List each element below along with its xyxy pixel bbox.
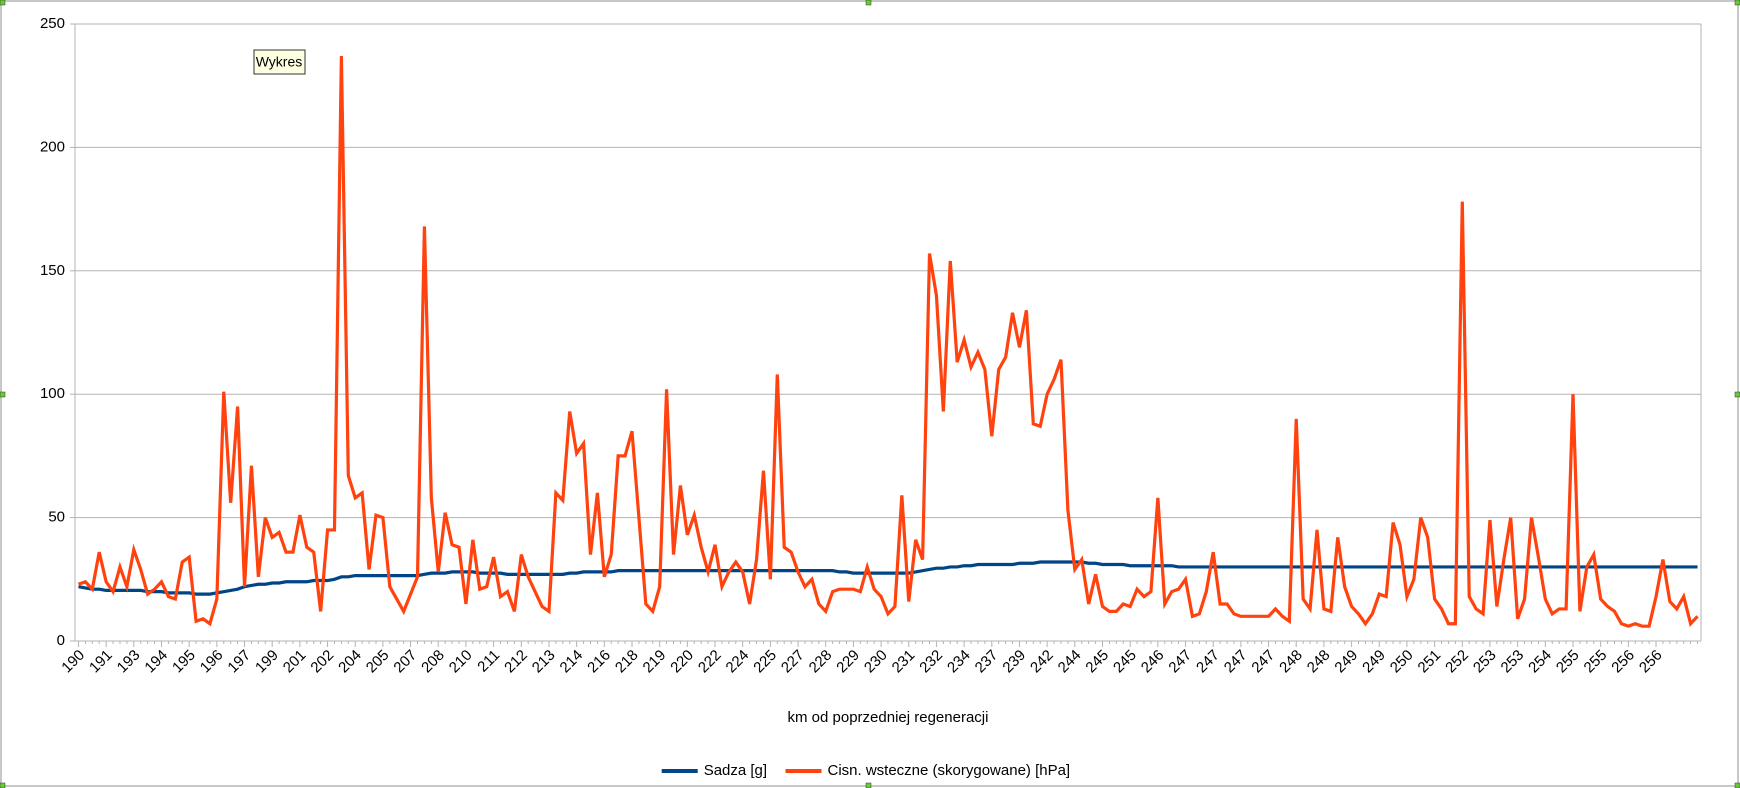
y-tick-label: 200 (40, 138, 65, 155)
tooltip-box (253, 49, 306, 75)
y-tick-label: 250 (40, 15, 65, 32)
x-axis-title: km od poprzedniej regeneracji (788, 709, 989, 726)
y-tick-label: 100 (40, 385, 65, 402)
legend: Sadza [g] Cisn. wsteczne (skorygowane) [h… (661, 762, 1071, 779)
tooltip: Wykres (253, 49, 306, 75)
series-line (77, 56, 1699, 628)
series-line (78, 560, 1698, 596)
y-tick-label: 50 (48, 509, 65, 526)
legend-label: Sadza [g] (704, 762, 767, 779)
tooltip-text: Wykres (256, 54, 303, 70)
legend-label: Cisn. wsteczne (skorygowane) [hPa] (828, 762, 1071, 779)
y-tick-label: 0 (57, 632, 65, 649)
y-tick-label: 150 (40, 262, 65, 279)
